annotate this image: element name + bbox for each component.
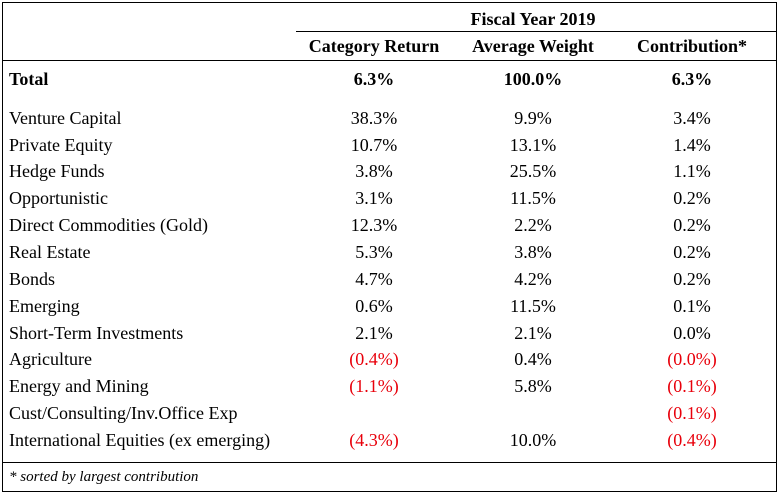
column-header-average-weight: Average Weight [472,36,594,56]
row-return: 5.3% [355,242,393,262]
row-weight: 9.9% [514,108,552,128]
row-return: 12.3% [350,215,398,235]
row-weight: 3.8% [514,242,552,262]
row-contribution: 1.1% [673,161,711,181]
row-return: 10.7% [350,135,398,155]
row-contribution: 1.4% [673,135,711,155]
column-header-contribution: Contribution* [636,36,748,56]
row-contribution: 3.4% [673,108,711,128]
total-weight: 100.0% [503,69,563,89]
row-return: 3.1% [355,188,393,208]
row-weight: 2.1% [514,323,552,343]
footnote-rule [2,462,777,463]
row-weight: 4.2% [514,269,552,289]
fiscal-year-header: Fiscal Year 2019 [470,9,596,29]
row-contribution: (0.1%) [667,403,717,423]
row-return: 2.1% [355,323,393,343]
row-contribution: 0.2% [673,215,711,235]
row-label: Private Equity [9,135,113,155]
row-weight: 11.5% [510,188,556,208]
row-weight: 25.5% [509,161,557,181]
row-return: 0.6% [355,296,393,316]
row-label: Opportunistic [9,188,108,208]
row-return: 3.8% [355,161,393,181]
row-weight: 0.4% [514,349,552,369]
row-return: 38.3% [350,108,398,128]
row-contribution: (0.1%) [667,376,717,396]
row-label: Agriculture [9,349,92,369]
row-contribution: (0.4%) [667,430,717,450]
column-header-category-return: Category Return [308,36,440,56]
row-label: Bonds [9,269,56,289]
row-contribution: 0.0% [673,323,711,343]
total-contribution: 6.3% [671,69,713,89]
row-contribution: 0.2% [673,188,711,208]
row-weight: 11.5% [510,296,556,316]
row-return: (0.4%) [349,349,399,369]
row-return: (1.1%) [349,376,399,396]
row-weight: 13.1% [509,135,557,155]
row-label: Real Estate [9,242,91,262]
row-label: Emerging [9,296,80,316]
row-label: Hedge Funds [9,161,105,181]
header-top-rule [296,31,777,32]
row-weight: 2.2% [514,215,552,235]
row-contribution: (0.0%) [667,349,717,369]
row-label: Energy and Mining [9,376,149,396]
row-contribution: 0.2% [673,242,711,262]
row-return: (4.3%) [349,430,399,450]
row-label: Cust/Consulting/Inv.Office Exp [9,403,238,423]
header-bottom-rule [2,60,777,61]
footnote: * sorted by largest contribution [9,469,199,485]
row-weight: 5.8% [514,376,552,396]
row-contribution: 0.1% [673,296,711,316]
total-return: 6.3% [353,69,395,89]
row-contribution: 0.2% [673,269,711,289]
row-weight: 10.0% [509,430,557,450]
total-label: Total [9,69,49,89]
row-label: Short-Term Investments [9,323,184,343]
row-label: Direct Commodities (Gold) [9,215,208,235]
row-label: International Equities (ex emerging) [9,430,271,450]
row-label: Venture Capital [9,108,122,128]
row-return: 4.7% [355,269,393,289]
